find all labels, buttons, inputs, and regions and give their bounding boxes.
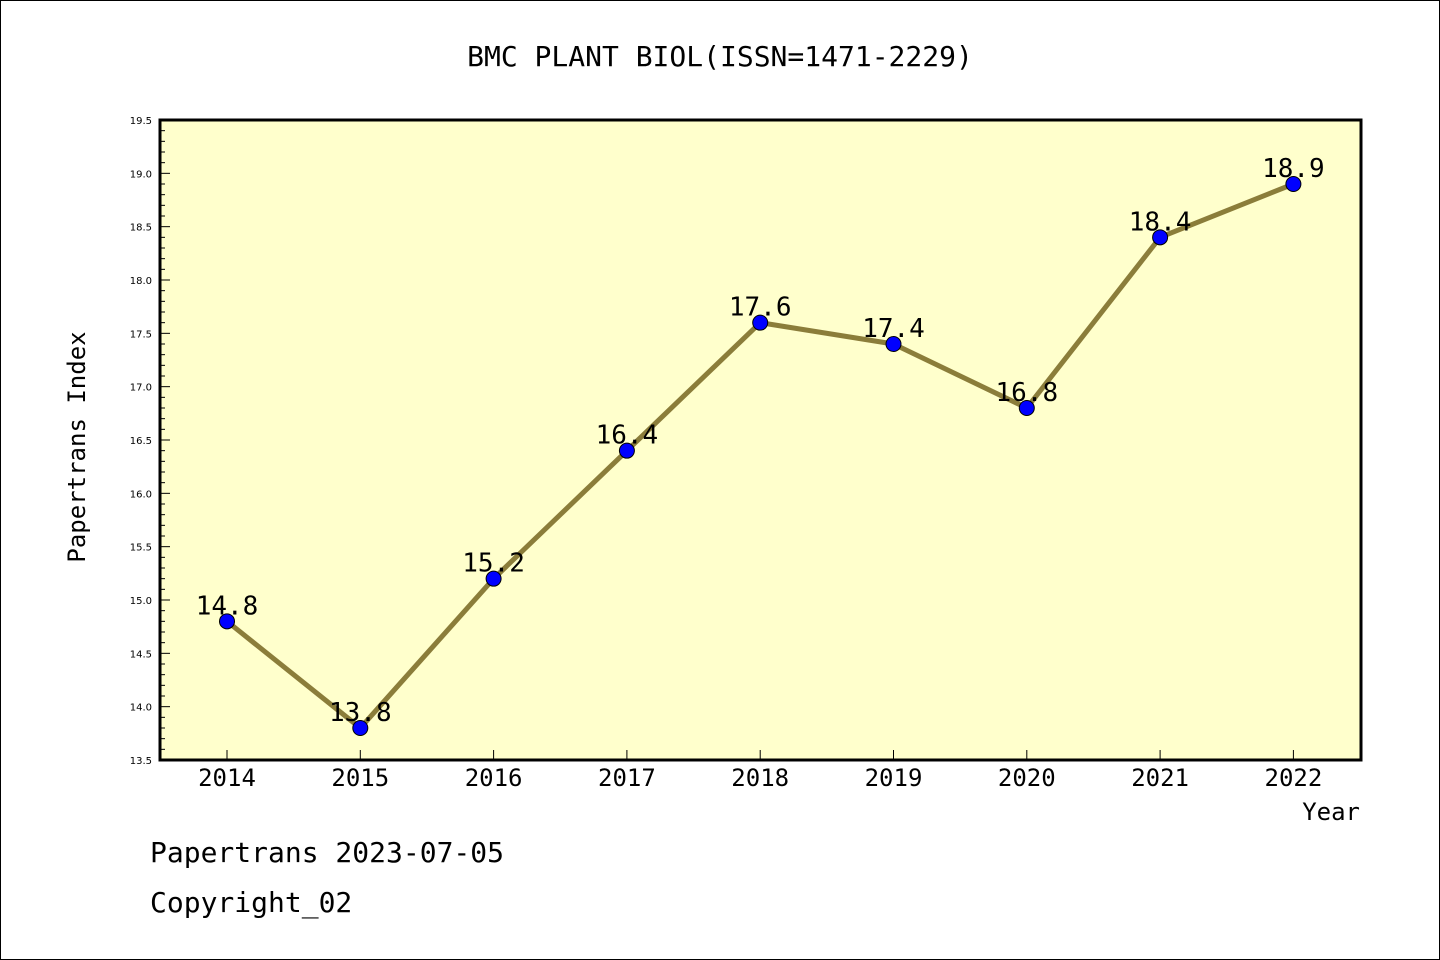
y-tick-label: 13.5 <box>130 756 152 767</box>
y-tick-label: 17.0 <box>130 383 152 394</box>
x-tick-label: 2016 <box>465 764 523 792</box>
data-point-marker <box>618 442 635 459</box>
y-tick-label: 19.0 <box>130 169 152 180</box>
y-tick-label: 14.0 <box>130 703 152 714</box>
data-label: 17.4 <box>862 314 925 344</box>
x-tick-label: 2018 <box>731 764 789 792</box>
data-label: 16.8 <box>995 378 1058 408</box>
y-tick-label: 17.5 <box>130 329 152 340</box>
footer-copyright: Copyright_02 <box>150 886 353 919</box>
data-label: 18.9 <box>1262 154 1325 184</box>
data-point-marker <box>885 336 902 352</box>
x-tick-label: 2014 <box>198 764 256 792</box>
x-tick-label: 2019 <box>865 764 923 792</box>
plot-area <box>158 118 1363 762</box>
x-tick-label: 2020 <box>998 764 1056 792</box>
data-label: 14.8 <box>196 591 259 621</box>
x-tick-label: 2017 <box>598 764 656 792</box>
x-tick-label: 2015 <box>331 764 389 792</box>
data-point-marker <box>1152 229 1169 246</box>
y-tick-label: 15.5 <box>130 543 152 554</box>
y-tick-label: 18.5 <box>130 223 152 234</box>
y-axis: 13.5 14.0 14.5 15.0 15.5 16.0 16.5 17.0 17.5 18.0… <box>130 116 170 767</box>
x-axis-label: Year <box>1302 798 1360 826</box>
y-tick-label: 16.0 <box>130 489 152 500</box>
data-label: 18.4 <box>1129 207 1192 237</box>
y-tick-label: 18.0 <box>130 276 152 287</box>
footer-source: Papertrans 2023-07-05 <box>150 836 505 869</box>
data-point-marker <box>352 720 369 736</box>
series-layer: 14.8 13.8 15.2 16.4 17.6 17.4 16.8 18.4 18.9 <box>196 154 1325 736</box>
data-label: 16.4 <box>596 421 659 451</box>
y-tick-label: 16.5 <box>130 436 152 447</box>
chart-title: BMC PLANT BIOL(ISSN=1471-2229) <box>467 40 973 73</box>
y-tick-label: 15.0 <box>130 596 152 607</box>
data-label: 13.8 <box>329 698 392 728</box>
x-axis: 2014 2015 2016 2017 2018 2019 2020 2021 2022 <box>198 750 1322 792</box>
data-point-marker <box>219 613 235 630</box>
data-point-marker <box>752 314 769 331</box>
y-tick-label: 19.5 <box>130 116 152 127</box>
data-point-marker <box>1018 400 1035 416</box>
x-tick-label: 2021 <box>1131 764 1189 792</box>
x-tick-label: 2022 <box>1265 764 1323 792</box>
data-point-marker <box>485 570 502 587</box>
data-label: 15.2 <box>462 549 525 579</box>
data-point-marker <box>1285 176 1302 192</box>
data-label: 17.6 <box>729 293 792 323</box>
y-tick-label: 14.5 <box>130 649 152 660</box>
y-axis-label: Papertrans Index <box>63 331 91 562</box>
